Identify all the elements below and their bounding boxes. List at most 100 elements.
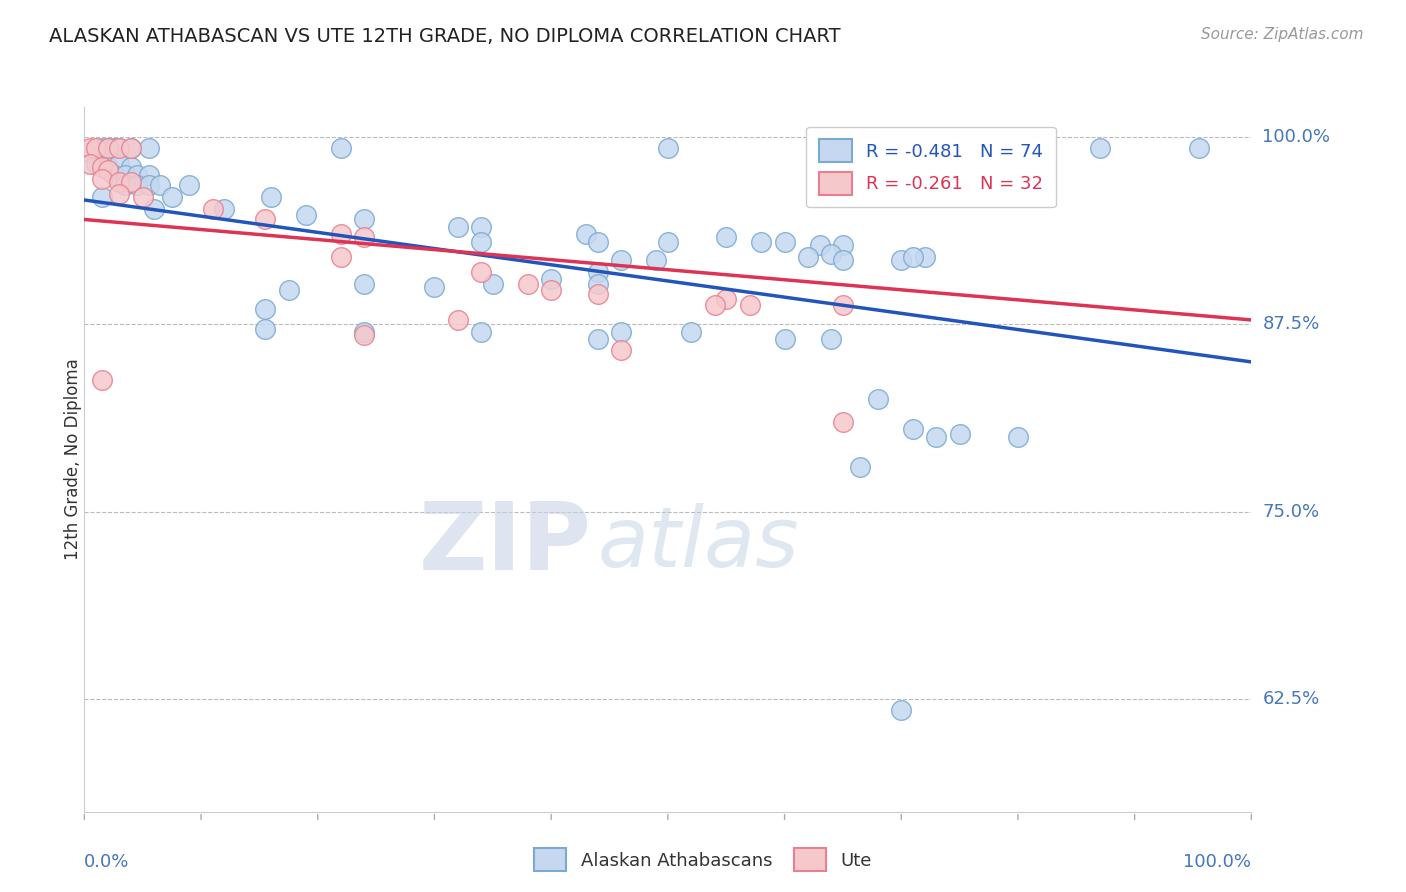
Point bbox=[832, 298, 855, 312]
Point bbox=[1188, 140, 1211, 154]
Point bbox=[108, 186, 131, 201]
Point bbox=[657, 140, 679, 154]
Point bbox=[657, 235, 679, 249]
Point bbox=[610, 325, 633, 339]
Point bbox=[214, 202, 236, 216]
Point bbox=[79, 140, 101, 154]
Point bbox=[149, 178, 172, 192]
Text: 75.0%: 75.0% bbox=[1263, 503, 1320, 521]
Point bbox=[160, 190, 183, 204]
Point bbox=[114, 168, 136, 182]
Point bbox=[470, 325, 492, 339]
Point bbox=[1007, 430, 1029, 444]
Point bbox=[866, 392, 889, 407]
Text: ZIP: ZIP bbox=[419, 498, 592, 590]
Point bbox=[353, 325, 375, 339]
Point bbox=[470, 265, 492, 279]
Point bbox=[540, 272, 562, 286]
Point bbox=[516, 277, 538, 291]
Point bbox=[254, 212, 277, 227]
Text: ALASKAN ATHABASCAN VS UTE 12TH GRADE, NO DIPLOMA CORRELATION CHART: ALASKAN ATHABASCAN VS UTE 12TH GRADE, NO… bbox=[49, 27, 841, 45]
Point bbox=[738, 298, 761, 312]
Point bbox=[114, 178, 136, 192]
Legend: Alaskan Athabascans, Ute: Alaskan Athabascans, Ute bbox=[527, 841, 879, 879]
Point bbox=[97, 140, 120, 154]
Point bbox=[773, 235, 796, 249]
Point bbox=[108, 140, 131, 154]
Point bbox=[540, 283, 562, 297]
Point bbox=[353, 212, 375, 227]
Point bbox=[1088, 140, 1111, 154]
Point bbox=[749, 235, 772, 249]
Point bbox=[481, 277, 505, 291]
Point bbox=[610, 252, 633, 267]
Point bbox=[97, 163, 120, 178]
Point bbox=[260, 190, 283, 204]
Point bbox=[586, 235, 609, 249]
Point bbox=[90, 190, 112, 204]
Point bbox=[645, 252, 668, 267]
Point bbox=[447, 219, 470, 234]
Text: 0.0%: 0.0% bbox=[84, 854, 129, 871]
Point bbox=[295, 208, 318, 222]
Point bbox=[138, 168, 160, 182]
Point bbox=[179, 178, 201, 192]
Point bbox=[575, 227, 598, 242]
Point bbox=[586, 277, 609, 291]
Point bbox=[90, 172, 112, 186]
Point bbox=[820, 247, 842, 261]
Point bbox=[108, 175, 131, 189]
Text: 100.0%: 100.0% bbox=[1263, 128, 1330, 146]
Point bbox=[120, 160, 142, 174]
Point bbox=[97, 140, 120, 154]
Point bbox=[586, 333, 609, 347]
Y-axis label: 12th Grade, No Diploma: 12th Grade, No Diploma bbox=[65, 359, 82, 560]
Point bbox=[277, 283, 299, 297]
Point bbox=[353, 327, 375, 342]
Point bbox=[132, 190, 155, 204]
Point bbox=[90, 373, 112, 387]
Point bbox=[143, 202, 166, 216]
Text: Source: ZipAtlas.com: Source: ZipAtlas.com bbox=[1201, 27, 1364, 42]
Point bbox=[890, 703, 912, 717]
Text: 62.5%: 62.5% bbox=[1263, 690, 1320, 708]
Point bbox=[914, 250, 936, 264]
Point bbox=[832, 415, 855, 429]
Point bbox=[125, 168, 148, 182]
Point bbox=[470, 219, 492, 234]
Point bbox=[120, 140, 142, 154]
Point bbox=[353, 277, 375, 291]
Point bbox=[330, 227, 353, 242]
Point bbox=[808, 238, 831, 252]
Point bbox=[890, 252, 912, 267]
Point bbox=[610, 343, 633, 357]
Point bbox=[90, 140, 112, 154]
Point bbox=[97, 160, 120, 174]
Point bbox=[703, 298, 725, 312]
Point bbox=[330, 250, 353, 264]
Point bbox=[108, 140, 131, 154]
Point bbox=[716, 230, 738, 244]
Point bbox=[353, 230, 375, 244]
Point bbox=[330, 140, 353, 154]
Point bbox=[901, 422, 924, 436]
Point bbox=[108, 157, 131, 171]
Point bbox=[103, 140, 125, 154]
Point bbox=[447, 313, 470, 327]
Point bbox=[103, 168, 125, 182]
Point bbox=[773, 333, 796, 347]
Point bbox=[120, 140, 142, 154]
Point bbox=[138, 140, 160, 154]
Point bbox=[90, 160, 112, 174]
Point bbox=[423, 280, 446, 294]
Text: atlas: atlas bbox=[598, 503, 800, 584]
Point bbox=[832, 252, 855, 267]
Legend: R = -0.481   N = 74, R = -0.261   N = 32: R = -0.481 N = 74, R = -0.261 N = 32 bbox=[807, 127, 1056, 207]
Point bbox=[254, 302, 277, 317]
Point bbox=[470, 235, 492, 249]
Point bbox=[681, 325, 703, 339]
Point bbox=[201, 202, 224, 216]
Point bbox=[138, 178, 160, 192]
Point bbox=[949, 426, 972, 441]
Point bbox=[79, 157, 101, 171]
